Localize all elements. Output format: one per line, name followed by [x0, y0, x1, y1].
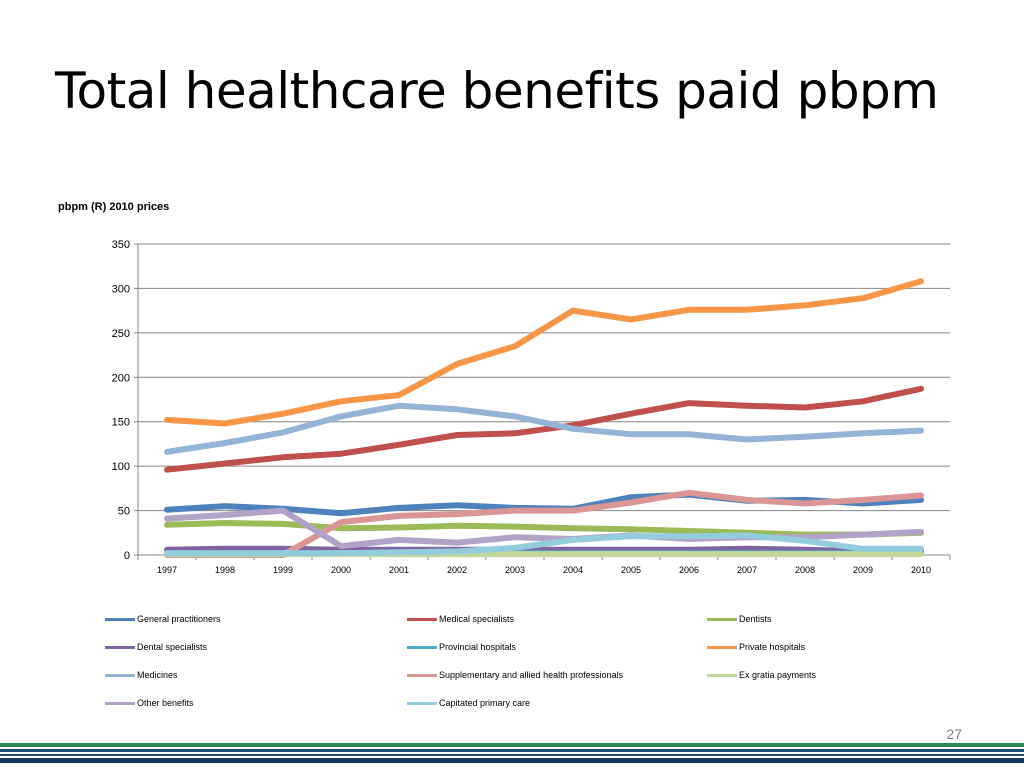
legend-item: General practitioners — [105, 612, 221, 626]
legend-item: Capitated primary care — [407, 696, 530, 710]
page-number: 27 — [946, 726, 962, 742]
legend-item: Dental specialists — [105, 640, 207, 654]
y-tick-label: 50 — [118, 506, 130, 518]
legend-item: Supplementary and allied health professi… — [407, 668, 623, 682]
legend-label: Medicines — [137, 670, 178, 680]
legend-swatch — [105, 617, 135, 621]
x-tick-label: 2006 — [679, 565, 699, 575]
series-line-dentists — [164, 520, 924, 538]
series-line-private-hospitals — [164, 278, 924, 427]
legend-label: Medical specialists — [439, 614, 515, 624]
y-tick-label: 100 — [112, 461, 130, 473]
line-chart: 0 50 100 150 200 250 300 350 1997 1998 1999 2000 200… — [112, 239, 951, 575]
legend-swatch — [105, 701, 135, 705]
legend-label: Supplementary and allied health professi… — [439, 670, 624, 680]
legend-label: Provincial hospitals — [439, 642, 517, 652]
series-line-medicines — [164, 402, 924, 455]
series-line-capitated-primary-care — [164, 532, 924, 557]
y-tick-label: 350 — [112, 239, 130, 251]
y-tick-label: 0 — [124, 550, 130, 562]
x-tick-label: 2004 — [563, 565, 583, 575]
legend-swatch — [707, 673, 737, 677]
legend-swatch — [407, 701, 437, 705]
legend-item: Provincial hospitals — [407, 640, 516, 654]
slide-title: Total healthcare benefits paid pbpm — [55, 62, 939, 120]
legend-swatch — [707, 617, 737, 621]
legend-label: Ex gratia payments — [739, 670, 817, 680]
x-tick-label: 2001 — [389, 565, 409, 575]
x-tick-label: 2005 — [621, 565, 641, 575]
series-line-medical-specialists — [164, 385, 924, 473]
series-line-supplementary-and-allied-health-professionals — [164, 489, 924, 558]
legend-item: Medicines — [105, 668, 178, 682]
legend-item: Medical specialists — [407, 612, 514, 626]
legend-label: Private hospitals — [739, 642, 806, 652]
legend-label: General practitioners — [137, 614, 221, 624]
legend-swatch — [105, 673, 135, 677]
legend-swatch — [407, 673, 437, 677]
x-tick-label: 1997 — [157, 565, 177, 575]
x-tick-label: 2009 — [853, 565, 873, 575]
x-tick-label: 2002 — [447, 565, 467, 575]
x-tick-label: 2010 — [911, 565, 931, 575]
legend-label: Other benefits — [137, 698, 194, 708]
y-tick-label: 300 — [112, 283, 130, 295]
x-tick-label: 2003 — [505, 565, 525, 575]
legend-label: Dental specialists — [137, 642, 208, 652]
legend-item: Other benefits — [105, 696, 194, 710]
x-tick-label: 2008 — [795, 565, 815, 575]
legend-item: Dentists — [707, 612, 772, 626]
legend-swatch — [407, 645, 437, 649]
y-tick-label: 250 — [112, 328, 130, 340]
legend-item: Ex gratia payments — [707, 668, 816, 682]
x-tick-label: 1999 — [273, 565, 293, 575]
footer-stripes — [0, 740, 1024, 768]
legend-swatch — [105, 645, 135, 649]
x-tick-label: 2000 — [331, 565, 351, 575]
legend-swatch — [407, 617, 437, 621]
x-tick-label: 2007 — [737, 565, 757, 575]
y-tick-label: 200 — [112, 372, 130, 384]
legend-swatch — [707, 645, 737, 649]
legend-label: Dentists — [739, 614, 772, 624]
legend-item: Private hospitals — [707, 640, 805, 654]
y-tick-label: 150 — [112, 417, 130, 429]
y-axis-label: pbpm (R) 2010 prices — [58, 201, 170, 213]
legend-label: Capitated primary care — [439, 698, 531, 708]
x-tick-label: 1998 — [215, 565, 235, 575]
